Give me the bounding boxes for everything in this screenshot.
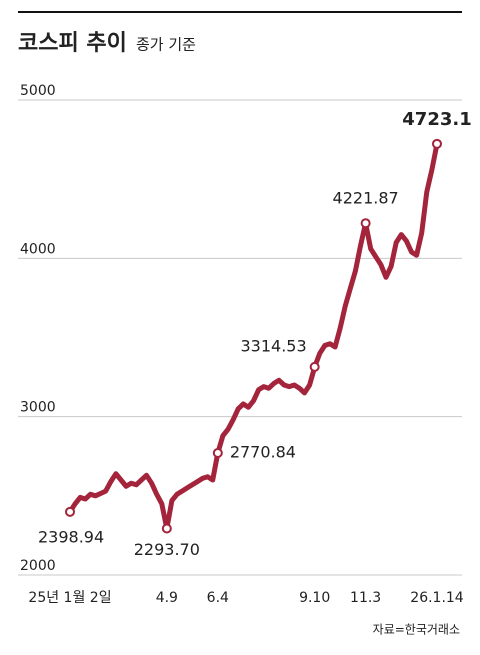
value-label: 2293.70 (134, 540, 200, 559)
y-tick-label: 4000 (20, 241, 56, 257)
chart-subtitle: 종가 기준 (136, 36, 196, 54)
y-tick-label: 5000 (20, 83, 56, 99)
point-marker (309, 361, 320, 372)
chart-title: 코스피 추이 (18, 31, 127, 56)
y-tick-label: 3000 (20, 400, 56, 416)
x-tick-label: 26.1.14 (410, 590, 464, 606)
kospi-line (67, 141, 440, 531)
value-label: 2398.94 (38, 527, 104, 546)
value-label: 3314.53 (240, 336, 306, 355)
point-marker (161, 523, 172, 534)
value-label: 2770.84 (230, 442, 296, 461)
x-tick-label: 25년 1월 2일 (28, 590, 111, 606)
point-marker (65, 506, 75, 517)
x-tick-label: 9.10 (299, 590, 330, 606)
x-tick-label: 4.9 (156, 590, 178, 606)
y-tick-label: 2000 (20, 558, 56, 574)
point-marker (432, 138, 442, 149)
x-tick-label: 11.3 (350, 590, 381, 606)
point-marker (212, 447, 223, 458)
value-label: 4723.1 (402, 109, 471, 130)
value-label: 4221.87 (333, 189, 399, 208)
point-marker (360, 218, 371, 229)
source: 자료=한국거래소 (373, 623, 460, 637)
x-tick-label: 6.4 (207, 590, 229, 606)
